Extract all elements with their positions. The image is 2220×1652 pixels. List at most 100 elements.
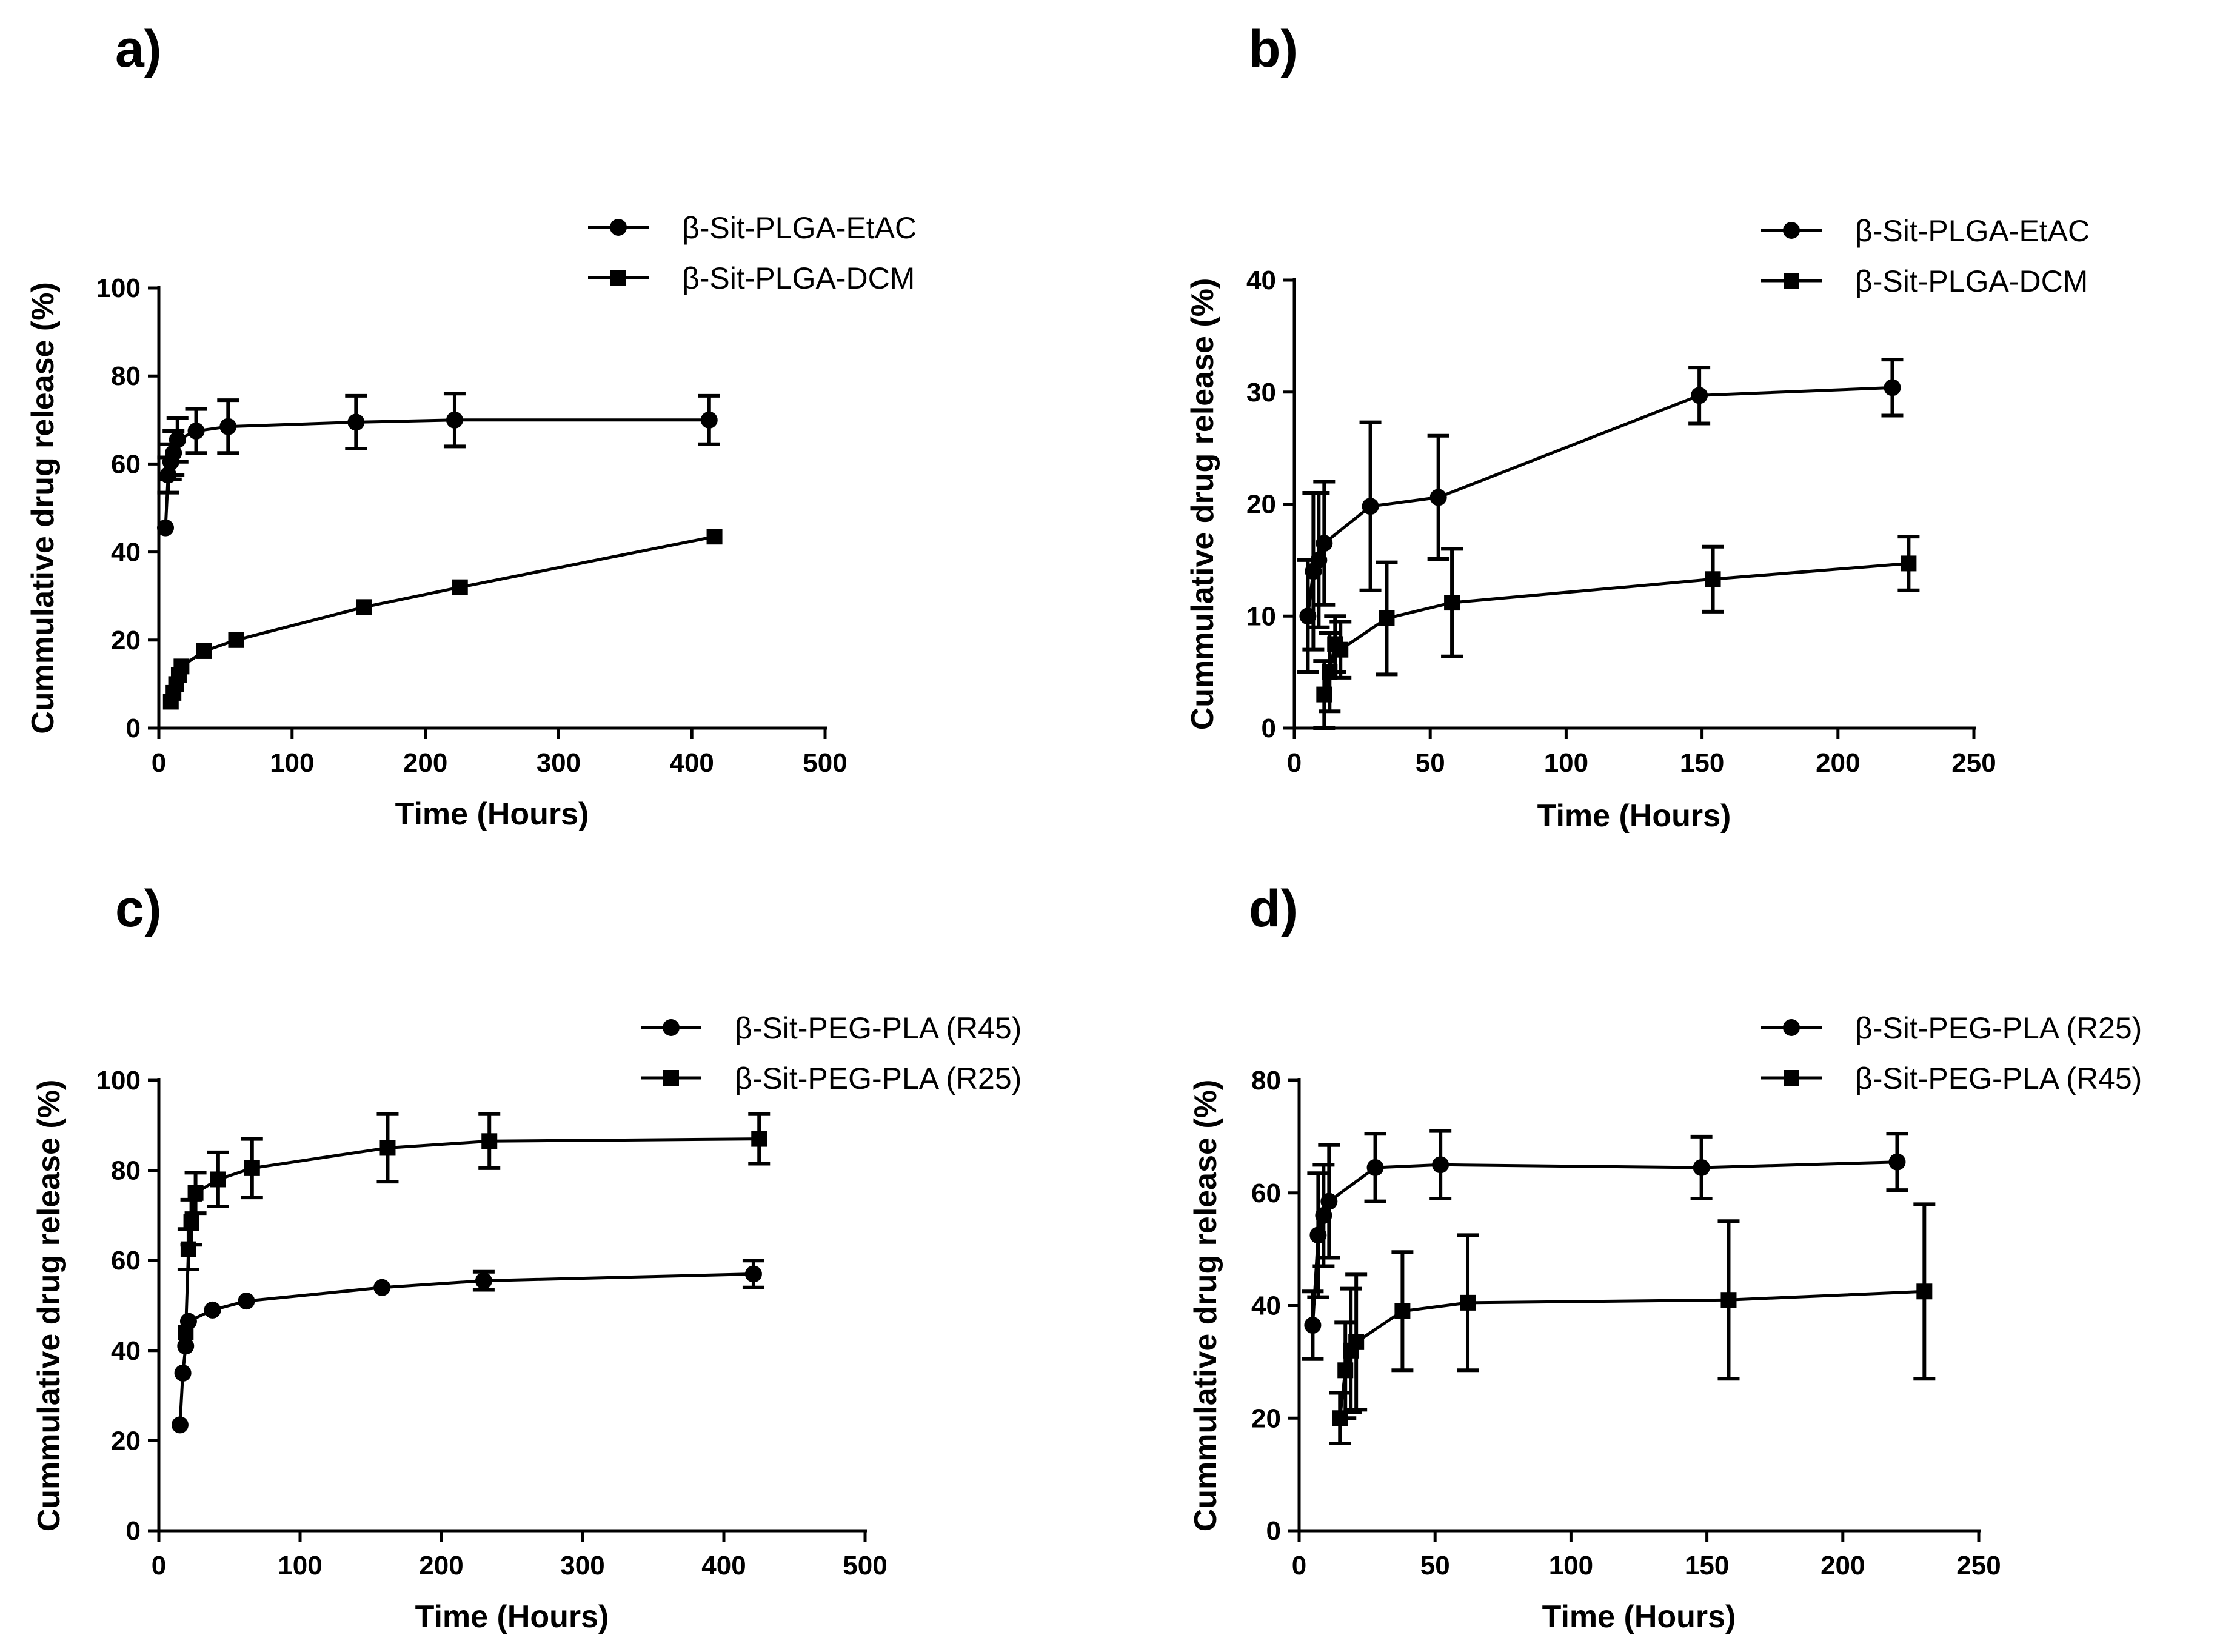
data-point <box>1691 387 1708 404</box>
y-axis-label: Cummulative drug release (%) <box>25 282 61 734</box>
data-point <box>1366 1159 1384 1176</box>
data-point <box>706 529 723 545</box>
panel-label: d) <box>1249 880 1298 938</box>
y-tick-label: 0 <box>1266 1516 1281 1546</box>
y-tick-label: 0 <box>126 714 141 743</box>
legend-label: β-Sit-PEG-PLA (R45) <box>1855 1062 2142 1095</box>
series-2 <box>1313 535 1920 730</box>
x-tick-label: 250 <box>1956 1551 2001 1580</box>
series-2 <box>162 529 723 710</box>
legend-item: β-Sit-PLGA-EtAC <box>1761 214 2090 248</box>
y-tick-label: 20 <box>1246 490 1276 520</box>
x-tick-label: 150 <box>1685 1551 1729 1580</box>
x-tick-label: 50 <box>1416 748 1445 778</box>
y-axis-label: Cummulative drug release (%) <box>1188 1080 1223 1532</box>
y-tick-label: 80 <box>111 1156 141 1186</box>
data-point <box>446 411 463 429</box>
data-point <box>1429 489 1447 506</box>
y-tick-label: 20 <box>1251 1403 1281 1433</box>
legend-item: β-Sit-PEG-PLA (R25) <box>1761 1011 2142 1045</box>
legend-marker <box>1783 1019 1800 1036</box>
y-tick-label: 0 <box>126 1516 141 1546</box>
x-tick-label: 100 <box>278 1551 322 1580</box>
legend-label: β-Sit-PLGA-DCM <box>1855 264 2088 298</box>
data-point <box>183 1214 199 1231</box>
y-tick-label: 20 <box>111 1426 141 1456</box>
data-point <box>1444 595 1460 611</box>
data-point <box>196 643 212 659</box>
x-tick-label: 400 <box>701 1551 746 1580</box>
y-tick-label: 30 <box>1246 378 1276 407</box>
data-point <box>379 1140 396 1156</box>
y-tick-label: 60 <box>1251 1179 1281 1208</box>
series-2 <box>177 1112 771 1341</box>
y-tick-label: 100 <box>96 1066 141 1095</box>
data-point <box>156 519 174 537</box>
data-point <box>1432 1156 1449 1174</box>
data-point <box>700 411 718 429</box>
y-axis-label: Cummulative drug release (%) <box>32 1080 67 1532</box>
series-1 <box>171 1259 764 1434</box>
legend-label: β-Sit-PEG-PLA (R25) <box>1855 1011 2142 1045</box>
series-line <box>184 1137 760 1333</box>
data-point <box>347 413 365 431</box>
data-point <box>1884 379 1901 396</box>
x-tick-label: 0 <box>1292 1551 1306 1580</box>
data-point <box>171 1416 189 1434</box>
panel-label: b) <box>1249 20 1298 78</box>
data-point <box>1460 1294 1476 1311</box>
chart-panel-2: b) 0 50 100 150 200 250 0 10 20 30 40 Time (Hours) Cu… <box>1185 20 2090 834</box>
x-tick-label: 50 <box>1420 1551 1450 1580</box>
y-tick-label: 40 <box>111 538 141 567</box>
series-line <box>1322 561 1909 695</box>
series-line <box>1306 386 1893 617</box>
x-tick-label: 100 <box>1549 1551 1593 1580</box>
y-tick-label: 40 <box>1251 1291 1281 1321</box>
legend-item: β-Sit-PLGA-DCM <box>1761 264 2088 298</box>
x-axis-label: Time (Hours) <box>1537 798 1731 834</box>
legend-item: β-Sit-PEG-PLA (R45) <box>641 1011 1021 1045</box>
panel-label: c) <box>115 880 161 938</box>
legend-label: β-Sit-PEG-PLA (R25) <box>735 1062 1021 1095</box>
x-tick-label: 0 <box>152 1551 166 1580</box>
data-point <box>1720 1292 1737 1308</box>
data-point <box>210 1171 226 1188</box>
x-tick-label: 200 <box>1816 748 1860 778</box>
data-point <box>1394 1303 1411 1319</box>
y-axis-label: Cummulative drug release (%) <box>1185 278 1220 731</box>
x-tick-label: 300 <box>560 1551 604 1580</box>
legend-item: β-Sit-PEG-PLA (R25) <box>641 1062 1021 1095</box>
legend-label: β-Sit-PLGA-EtAC <box>1855 214 2090 248</box>
chart-panel-1: a) 0 100 200 300 400 500 0 20 40 60 80 100 Time (Hour… <box>25 20 917 832</box>
x-tick-label: 0 <box>152 748 166 778</box>
y-tick-label: 80 <box>1251 1066 1281 1095</box>
data-point <box>178 1325 194 1341</box>
x-tick-label: 200 <box>419 1551 463 1580</box>
data-point <box>238 1293 255 1310</box>
x-tick-label: 100 <box>270 748 314 778</box>
series-1 <box>1297 358 1904 674</box>
x-tick-label: 500 <box>843 1551 887 1580</box>
y-tick-label: 20 <box>111 626 141 655</box>
series-1 <box>1302 1129 1908 1361</box>
data-point <box>1304 1317 1322 1334</box>
legend-label: β-Sit-PLGA-DCM <box>682 261 915 295</box>
data-point <box>356 599 372 615</box>
series-line <box>164 418 709 528</box>
x-tick-label: 500 <box>803 748 847 778</box>
series-line <box>1338 1289 1925 1419</box>
legend-marker <box>610 219 627 236</box>
data-point <box>373 1279 391 1296</box>
legend-marker <box>1784 273 1799 289</box>
legend-item: β-Sit-PEG-PLA (R45) <box>1761 1062 2142 1095</box>
data-point <box>1332 641 1349 658</box>
legend-marker <box>1784 1070 1799 1086</box>
data-point <box>219 418 237 435</box>
x-axis-label: Time (Hours) <box>395 797 589 832</box>
x-tick-label: 0 <box>1287 748 1302 778</box>
data-point <box>481 1133 498 1149</box>
data-point <box>1362 498 1379 515</box>
data-point <box>1693 1159 1710 1176</box>
legend-marker <box>663 1019 680 1036</box>
